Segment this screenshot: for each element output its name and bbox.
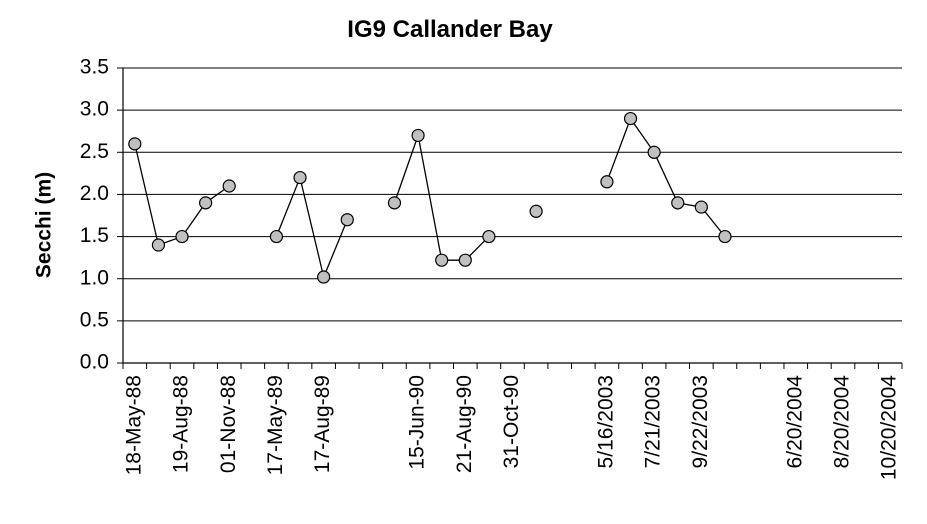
data-point [482,229,496,244]
data-point [435,253,449,267]
x-tick-label: 5/16/2003 [594,375,617,468]
data-point [411,128,425,143]
data-point [623,111,638,126]
y-tick-label: 3.5 [80,56,109,79]
gridlines [123,67,902,322]
data-point [293,170,307,185]
chart-title: IG9 Callander Bay [347,16,553,43]
y-tick-label: 0.5 [80,308,109,331]
y-tick-label: 2.0 [80,182,109,205]
x-tick-labels: 18-May-88 19-Aug-88 01-Nov-88 17-May-89 17-A… [122,375,900,480]
series-line [275,175,348,280]
data-point [151,238,166,252]
data-point [340,213,354,227]
data-points [128,111,732,284]
y-axis-label: Secchi (m) [33,172,56,278]
series-line [393,132,490,261]
x-tick-label: 9/22/2003 [689,375,712,468]
y-tick-label: 1.0 [80,266,109,289]
data-point [128,137,142,151]
x-tick-label: 6/20/2004 [783,375,806,469]
data-point [269,229,284,244]
x-tick-label: 8/20/2004 [831,375,854,469]
x-tick-label: 31-Oct-90 [500,375,523,468]
data-point [718,229,732,244]
data-point [671,196,685,210]
x-tick-label: 19-Aug-88 [170,375,193,473]
x-tick-label: 01-Nov-88 [217,375,240,473]
y-tick-label: 3.0 [80,98,109,121]
data-point [387,196,402,210]
x-tick-label: 17-Aug-89 [311,375,334,473]
x-tick-label: 10/20/2004 [878,375,901,480]
y-tick-label: 1.5 [80,224,109,247]
data-point [222,179,236,193]
data-lines [134,117,726,280]
y-tick-label: 2.5 [80,140,109,163]
x-tick-label: 18-May-88 [122,375,145,475]
y-tick-labels: 0.0 0.5 1.0 1.5 2.0 2.5 3.0 3.5 [80,56,109,374]
data-point [199,196,213,210]
axes [117,67,903,369]
data-point [458,253,472,267]
series-line [606,117,726,238]
data-point [175,229,189,244]
x-tick-label: 15-Jun-90 [406,375,429,470]
y-tick-label: 0.0 [80,351,109,374]
data-point [529,204,543,218]
data-point [647,145,661,159]
x-tick-label: 21-Aug-90 [453,375,476,473]
data-point [694,200,708,214]
x-tick-label: 7/21/2003 [642,375,665,468]
x-tick-label: 17-May-89 [264,375,287,475]
data-point [317,270,331,284]
data-point [600,175,614,189]
